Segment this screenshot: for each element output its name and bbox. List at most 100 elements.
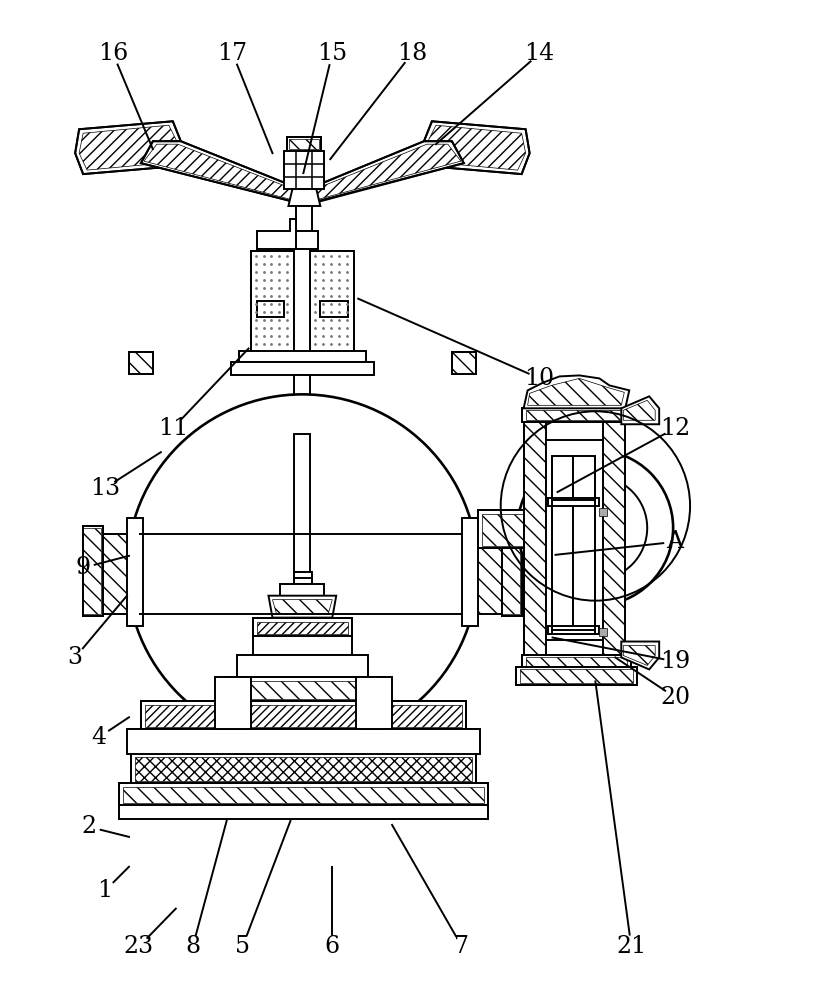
Polygon shape bbox=[300, 144, 461, 203]
Bar bbox=[477, 510, 527, 548]
Bar bbox=[237, 655, 368, 677]
Text: 17: 17 bbox=[218, 42, 247, 65]
Bar bbox=[287, 137, 321, 151]
Bar bbox=[294, 249, 310, 353]
Circle shape bbox=[517, 450, 672, 606]
Polygon shape bbox=[238, 351, 366, 362]
Bar bbox=[119, 805, 487, 819]
Polygon shape bbox=[620, 642, 658, 669]
Polygon shape bbox=[623, 646, 654, 665]
Bar bbox=[280, 422, 324, 434]
Polygon shape bbox=[272, 600, 332, 614]
Bar bbox=[127, 518, 143, 626]
Bar bbox=[452, 352, 476, 374]
Polygon shape bbox=[466, 534, 503, 614]
Polygon shape bbox=[288, 189, 320, 206]
Bar bbox=[284, 151, 324, 189]
Bar bbox=[290, 231, 318, 249]
Bar bbox=[119, 783, 487, 805]
Text: 11: 11 bbox=[157, 417, 188, 440]
Bar bbox=[294, 375, 310, 397]
Polygon shape bbox=[75, 121, 180, 174]
Text: 1: 1 bbox=[98, 879, 112, 902]
Polygon shape bbox=[603, 422, 624, 655]
Text: 9: 9 bbox=[75, 556, 91, 579]
Polygon shape bbox=[428, 125, 525, 170]
Polygon shape bbox=[620, 396, 658, 424]
Bar bbox=[523, 418, 545, 657]
Bar bbox=[452, 352, 476, 374]
Bar bbox=[131, 753, 476, 783]
Text: 8: 8 bbox=[185, 935, 200, 958]
Polygon shape bbox=[527, 378, 624, 405]
Bar bbox=[119, 783, 487, 805]
Bar bbox=[551, 456, 573, 634]
Polygon shape bbox=[525, 410, 627, 420]
Bar bbox=[83, 526, 103, 616]
Bar bbox=[310, 251, 354, 352]
Bar bbox=[131, 753, 476, 783]
Polygon shape bbox=[298, 141, 463, 205]
Bar bbox=[141, 701, 466, 729]
Text: 7: 7 bbox=[454, 935, 469, 958]
Bar bbox=[129, 352, 153, 374]
Bar bbox=[599, 508, 607, 516]
Bar bbox=[521, 408, 630, 422]
Polygon shape bbox=[268, 596, 336, 618]
Bar bbox=[521, 408, 630, 422]
Text: 12: 12 bbox=[659, 417, 690, 440]
Text: 16: 16 bbox=[98, 42, 128, 65]
Polygon shape bbox=[144, 144, 308, 203]
Bar bbox=[603, 418, 624, 657]
Text: 19: 19 bbox=[659, 650, 690, 673]
Polygon shape bbox=[101, 534, 139, 614]
Text: 15: 15 bbox=[317, 42, 347, 65]
Text: 3: 3 bbox=[68, 646, 83, 669]
Text: 4: 4 bbox=[92, 726, 107, 749]
Text: 20: 20 bbox=[659, 686, 690, 709]
Polygon shape bbox=[135, 757, 471, 781]
Bar bbox=[547, 626, 599, 634]
Polygon shape bbox=[145, 705, 461, 727]
Bar bbox=[131, 729, 476, 753]
Bar bbox=[129, 352, 153, 374]
Bar bbox=[545, 440, 603, 640]
Text: 2: 2 bbox=[81, 815, 97, 838]
Bar bbox=[461, 518, 477, 626]
Bar bbox=[515, 667, 637, 685]
Polygon shape bbox=[79, 125, 177, 170]
Bar bbox=[287, 137, 321, 151]
Bar bbox=[599, 628, 607, 636]
Circle shape bbox=[543, 476, 647, 580]
Bar bbox=[320, 301, 348, 317]
Bar bbox=[521, 655, 630, 669]
Bar bbox=[252, 618, 351, 636]
Bar bbox=[294, 434, 310, 572]
Text: 18: 18 bbox=[396, 42, 427, 65]
Polygon shape bbox=[256, 219, 296, 249]
Bar bbox=[294, 572, 312, 584]
Polygon shape bbox=[525, 657, 627, 667]
Text: 13: 13 bbox=[90, 477, 120, 500]
Bar bbox=[547, 498, 599, 506]
Bar bbox=[573, 456, 595, 634]
Bar bbox=[141, 701, 466, 729]
Bar bbox=[310, 251, 354, 352]
Polygon shape bbox=[501, 528, 519, 614]
Bar bbox=[521, 655, 630, 669]
Bar bbox=[220, 677, 384, 701]
Polygon shape bbox=[129, 352, 153, 374]
Bar bbox=[220, 677, 384, 701]
Bar bbox=[515, 667, 637, 685]
Polygon shape bbox=[256, 622, 348, 634]
Bar bbox=[214, 677, 251, 729]
Polygon shape bbox=[523, 422, 545, 655]
Bar bbox=[280, 584, 324, 596]
Bar bbox=[523, 418, 613, 657]
Polygon shape bbox=[141, 141, 310, 205]
Bar bbox=[296, 206, 312, 231]
Bar bbox=[256, 301, 284, 317]
Bar bbox=[83, 526, 103, 616]
Text: 23: 23 bbox=[124, 935, 154, 958]
Polygon shape bbox=[123, 787, 483, 803]
